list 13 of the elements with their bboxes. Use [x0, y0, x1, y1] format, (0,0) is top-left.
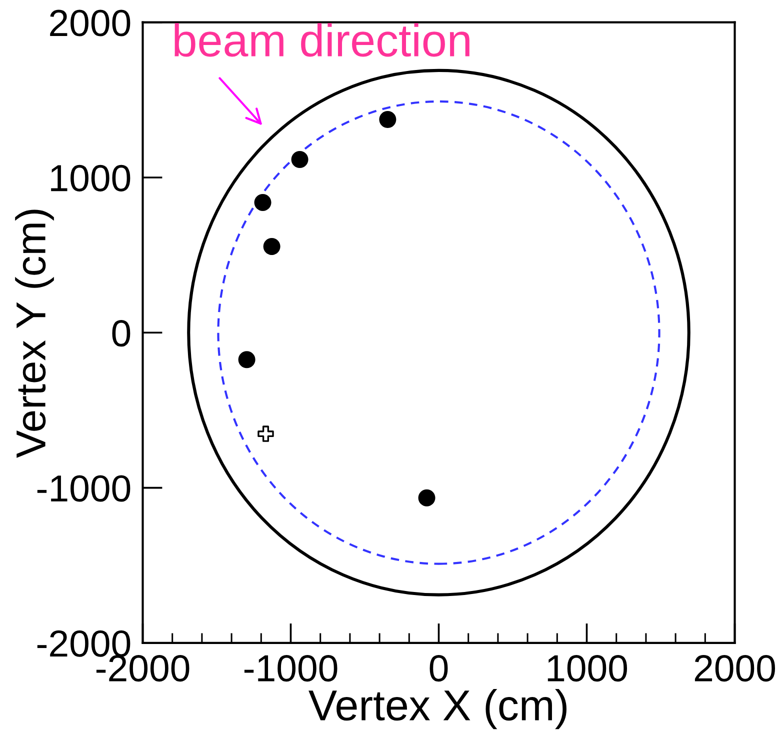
x-tick-label: 2000 — [694, 655, 776, 682]
y-axis-title: Vertex Y (cm) — [15, 210, 54, 458]
annotation: beam direction — [174, 23, 470, 57]
y-tick-label: -1000 — [37, 475, 130, 502]
y-tick-label: 0 — [112, 320, 130, 347]
x-axis-title: Vertex X (cm) — [308, 689, 566, 730]
y-tick-label: -2000 — [37, 630, 130, 657]
x-tick-label: 0 — [430, 655, 448, 682]
x-tick-label: -1000 — [244, 655, 338, 682]
y-tick-label: 2000 — [50, 10, 130, 36]
x-tick-label: -2000 — [96, 655, 190, 682]
y-tick-label: 1000 — [51, 164, 130, 192]
x-tick-label: 1000 — [548, 655, 628, 682]
